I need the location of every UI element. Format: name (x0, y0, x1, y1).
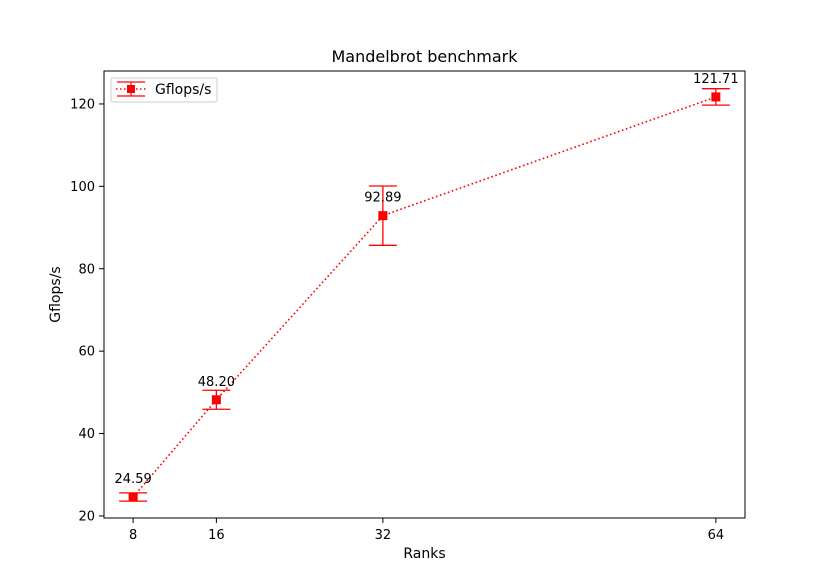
x-tick-label: 8 (129, 528, 137, 543)
chart-title: Mandelbrot benchmark (331, 47, 518, 66)
y-tick-label: 80 (78, 262, 95, 277)
y-axis-label: Gflops/s (48, 266, 64, 322)
y-tick-label: 60 (78, 345, 95, 360)
data-point (711, 92, 721, 102)
y-tick-label: 20 (78, 509, 95, 524)
x-tick-label: 16 (208, 528, 225, 543)
legend-label: Gflops/s (155, 82, 211, 98)
data-point (128, 492, 138, 502)
legend-marker-sample (127, 85, 135, 93)
x-axis: 8 16 32 64 (129, 518, 724, 543)
x-tick-label: 64 (708, 528, 725, 543)
x-tick-label: 32 (375, 528, 392, 543)
data-label: 24.59 (115, 472, 152, 487)
series-line (132, 96, 717, 498)
y-tick-label: 120 (70, 97, 95, 112)
plot-frame (103, 70, 746, 519)
plot-area: 24.59 48.20 92.89 121.71 (115, 72, 739, 502)
y-tick-label: 40 (78, 427, 95, 442)
data-point (378, 211, 388, 221)
y-axis: 20 40 60 80 100 120 (70, 97, 104, 524)
data-label: 121.71 (693, 72, 739, 87)
legend: Gflops/s (110, 77, 218, 103)
data-label: 48.20 (198, 375, 235, 390)
x-axis-label: Ranks (403, 546, 445, 562)
data-point (211, 395, 221, 405)
y-tick-label: 100 (70, 180, 95, 195)
data-label: 92.89 (364, 191, 401, 206)
